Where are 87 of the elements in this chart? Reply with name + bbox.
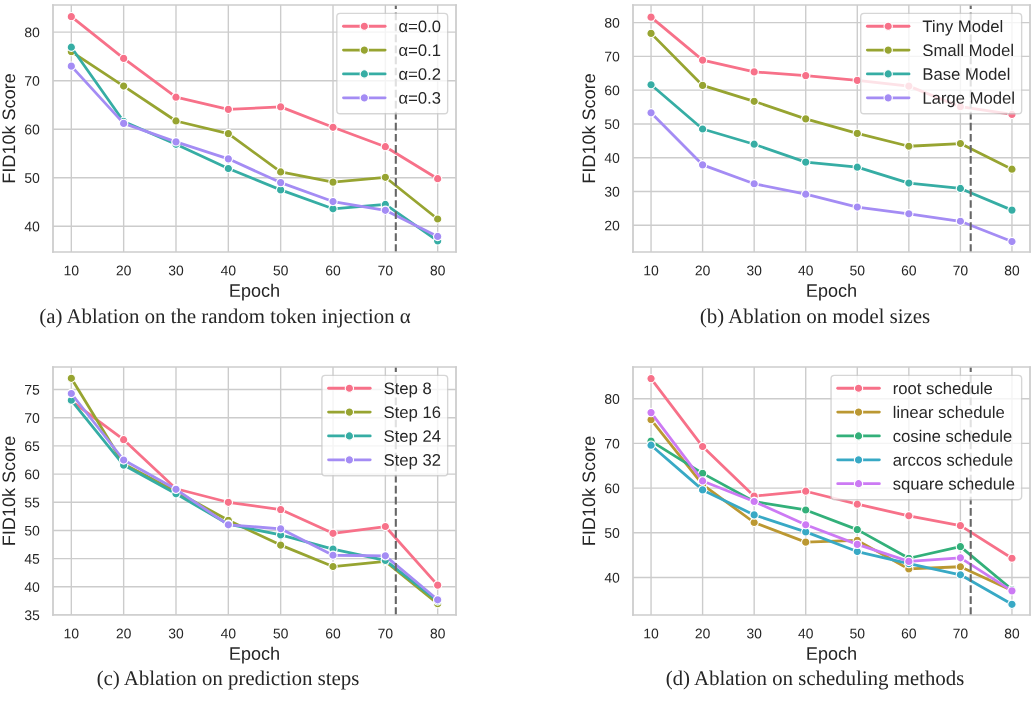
x-tick-label: 80 (430, 265, 445, 276)
legend-label: square schedule (893, 477, 1015, 494)
legend-label: Step 24 (384, 430, 441, 446)
text: (c) Ablation on prediction steps (97, 670, 359, 690)
y-tick-label: 20 (605, 220, 620, 231)
x-tick-label: 50 (850, 628, 865, 639)
x-tick-label: 30 (746, 265, 762, 276)
text: (b) Ablation on model sizes (700, 308, 930, 328)
y-tick-label: 60 (25, 124, 40, 135)
legend-label: α=0.3 (399, 92, 441, 104)
x-tick-label: 50 (273, 628, 288, 639)
y-tick-label: 50 (24, 173, 40, 183)
y-tick-label: 75 (25, 385, 40, 395)
legend-label: Step 32 (384, 454, 441, 470)
y-tick-label: 60 (605, 85, 620, 96)
y-tick-label: 50 (24, 525, 40, 536)
legend-label: cosine schedule (893, 429, 1012, 442)
x-tick-label: 70 (378, 628, 393, 639)
x-tick-label: 70 (953, 628, 968, 639)
y-tick-label: 35 (24, 610, 40, 621)
legend-label: α=0.2 (399, 68, 441, 80)
y-tick-label: 70 (605, 438, 620, 449)
x-tick-label: 60 (325, 265, 341, 276)
y-tick-label: 60 (605, 483, 620, 494)
legend-label: Small Model (923, 43, 1013, 57)
y-tick-label: 65 (25, 441, 40, 452)
y-axis-title: FID10k Score (1, 74, 16, 183)
y-tick-label: 80 (604, 17, 620, 28)
x-axis-title: Epoch (230, 646, 279, 664)
legend-label: linear schedule (893, 405, 1005, 419)
y-tick-label: 40 (24, 221, 40, 232)
legend-label: Tiny Model (922, 20, 1003, 36)
legend-label: Base Model (923, 67, 1010, 80)
y-axis-title: FID10k Score (581, 74, 596, 183)
x-tick-label: 40 (798, 265, 813, 276)
legend-label: α=0.0 (399, 20, 441, 33)
legend-label: root schedule (893, 382, 993, 395)
y-tick-label: 70 (605, 51, 620, 62)
x-tick-label: 40 (220, 265, 236, 276)
x-axis-title: Epoch (230, 283, 279, 301)
y-tick-label: 50 (604, 119, 620, 130)
legend-label: Step 16 (384, 406, 441, 422)
x-tick-label: 10 (644, 628, 659, 639)
x-tick-label: 10 (64, 628, 79, 639)
y-axis-title: FID10k Score (1, 436, 16, 545)
x-tick-label: 80 (1004, 265, 1020, 276)
y-tick-label: 30 (604, 186, 620, 197)
x-tick-label: 10 (644, 265, 659, 276)
x-tick-label: 20 (695, 628, 710, 639)
x-tick-label: 30 (168, 265, 184, 276)
y-tick-label: 50 (604, 528, 620, 538)
y-tick-label: 70 (25, 76, 40, 86)
x-tick-label: 30 (168, 628, 184, 639)
text: (a) Ablation on the random token injection α (40, 308, 411, 328)
x-tick-label: 60 (901, 265, 917, 276)
y-tick-label: 40 (24, 582, 40, 592)
x-tick-label: 20 (116, 628, 131, 639)
y-tick-label: 70 (25, 413, 40, 423)
x-tick-label: 60 (325, 628, 341, 639)
x-tick-label: 20 (695, 265, 710, 276)
y-tick-label: 55 (24, 497, 40, 508)
x-tick-label: 50 (850, 265, 865, 276)
x-axis-title: Epoch (807, 283, 856, 301)
x-tick-label: 80 (430, 628, 445, 639)
x-tick-label: 20 (116, 265, 131, 276)
x-tick-label: 70 (953, 265, 968, 276)
x-tick-label: 60 (901, 628, 917, 639)
x-tick-label: 80 (1004, 628, 1020, 639)
x-tick-label: 40 (798, 628, 813, 639)
y-tick-label: 45 (24, 554, 40, 564)
legend-label: arccos schedule (893, 453, 1013, 466)
y-tick-label: 80 (24, 27, 40, 38)
x-tick-label: 10 (64, 265, 79, 276)
y-tick-label: 60 (25, 469, 40, 480)
y-tick-label: 40 (604, 153, 620, 163)
text: (d) Ablation on scheduling methods (666, 670, 964, 690)
x-axis-title: Epoch (807, 646, 856, 664)
y-tick-label: 40 (604, 572, 620, 583)
y-axis-title: FID10k Score (581, 436, 596, 545)
x-tick-label: 50 (273, 265, 288, 276)
x-tick-label: 30 (746, 628, 762, 639)
x-tick-label: 40 (220, 628, 236, 639)
legend-label: Step 8 (384, 382, 432, 398)
x-tick-label: 70 (378, 265, 393, 276)
y-tick-label: 80 (604, 394, 620, 404)
legend-label: α=0.1 (399, 44, 441, 57)
legend-label: Large Model (923, 91, 1014, 108)
